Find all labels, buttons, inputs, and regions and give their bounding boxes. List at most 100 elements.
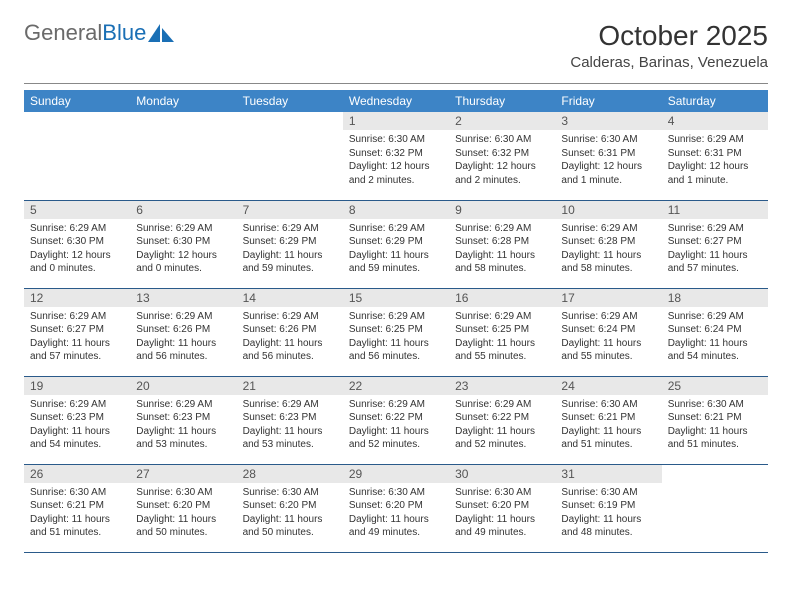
calendar-week-row: 1Sunrise: 6:30 AMSunset: 6:32 PMDaylight… bbox=[24, 112, 768, 200]
calendar-table: SundayMondayTuesdayWednesdayThursdayFrid… bbox=[24, 90, 768, 553]
calendar-week-row: 12Sunrise: 6:29 AMSunset: 6:27 PMDayligh… bbox=[24, 288, 768, 376]
sunrise-line: Sunrise: 6:29 AM bbox=[455, 310, 549, 324]
calendar-day-cell: 30Sunrise: 6:30 AMSunset: 6:20 PMDayligh… bbox=[449, 464, 555, 552]
weekday-header: Monday bbox=[130, 90, 236, 112]
day-info: Sunrise: 6:30 AMSunset: 6:20 PMDaylight:… bbox=[130, 483, 236, 546]
logo: GeneralBlue bbox=[24, 20, 174, 46]
calendar-day-cell: 18Sunrise: 6:29 AMSunset: 6:24 PMDayligh… bbox=[662, 288, 768, 376]
sunset-line: Sunset: 6:29 PM bbox=[349, 235, 443, 249]
logo-text-gray: General bbox=[24, 20, 102, 45]
daylight-line: Daylight: 11 hours and 49 minutes. bbox=[455, 513, 549, 540]
calendar-day-cell: 26Sunrise: 6:30 AMSunset: 6:21 PMDayligh… bbox=[24, 464, 130, 552]
sunset-line: Sunset: 6:21 PM bbox=[668, 411, 762, 425]
day-number: 31 bbox=[555, 465, 661, 483]
weekday-header: Saturday bbox=[662, 90, 768, 112]
day-info: Sunrise: 6:30 AMSunset: 6:32 PMDaylight:… bbox=[449, 130, 555, 193]
calendar-day-cell: 5Sunrise: 6:29 AMSunset: 6:30 PMDaylight… bbox=[24, 200, 130, 288]
sunrise-line: Sunrise: 6:30 AM bbox=[136, 486, 230, 500]
day-info: Sunrise: 6:30 AMSunset: 6:21 PMDaylight:… bbox=[24, 483, 130, 546]
daylight-line: Daylight: 11 hours and 57 minutes. bbox=[30, 337, 124, 364]
calendar-day-cell: 2Sunrise: 6:30 AMSunset: 6:32 PMDaylight… bbox=[449, 112, 555, 200]
day-number: 1 bbox=[343, 112, 449, 130]
sunset-line: Sunset: 6:21 PM bbox=[30, 499, 124, 513]
sunset-line: Sunset: 6:20 PM bbox=[243, 499, 337, 513]
weekday-header: Wednesday bbox=[343, 90, 449, 112]
calendar-day-cell: 17Sunrise: 6:29 AMSunset: 6:24 PMDayligh… bbox=[555, 288, 661, 376]
calendar-day-cell: 16Sunrise: 6:29 AMSunset: 6:25 PMDayligh… bbox=[449, 288, 555, 376]
day-number: 7 bbox=[237, 201, 343, 219]
daylight-line: Daylight: 11 hours and 54 minutes. bbox=[30, 425, 124, 452]
sunset-line: Sunset: 6:24 PM bbox=[668, 323, 762, 337]
calendar-day-cell: 29Sunrise: 6:30 AMSunset: 6:20 PMDayligh… bbox=[343, 464, 449, 552]
day-info: Sunrise: 6:29 AMSunset: 6:25 PMDaylight:… bbox=[343, 307, 449, 370]
calendar-day-cell: 27Sunrise: 6:30 AMSunset: 6:20 PMDayligh… bbox=[130, 464, 236, 552]
sunrise-line: Sunrise: 6:30 AM bbox=[349, 486, 443, 500]
sunrise-line: Sunrise: 6:29 AM bbox=[136, 222, 230, 236]
daylight-line: Daylight: 11 hours and 55 minutes. bbox=[455, 337, 549, 364]
day-info: Sunrise: 6:30 AMSunset: 6:20 PMDaylight:… bbox=[343, 483, 449, 546]
day-info: Sunrise: 6:29 AMSunset: 6:24 PMDaylight:… bbox=[555, 307, 661, 370]
day-number: 22 bbox=[343, 377, 449, 395]
sunset-line: Sunset: 6:27 PM bbox=[668, 235, 762, 249]
sunrise-line: Sunrise: 6:30 AM bbox=[561, 398, 655, 412]
day-info: Sunrise: 6:29 AMSunset: 6:28 PMDaylight:… bbox=[449, 219, 555, 282]
day-number: 15 bbox=[343, 289, 449, 307]
sunrise-line: Sunrise: 6:29 AM bbox=[668, 310, 762, 324]
calendar-week-row: 5Sunrise: 6:29 AMSunset: 6:30 PMDaylight… bbox=[24, 200, 768, 288]
day-info: Sunrise: 6:30 AMSunset: 6:32 PMDaylight:… bbox=[343, 130, 449, 193]
day-number: 14 bbox=[237, 289, 343, 307]
day-number: 3 bbox=[555, 112, 661, 130]
sunrise-line: Sunrise: 6:29 AM bbox=[455, 222, 549, 236]
calendar-week-row: 19Sunrise: 6:29 AMSunset: 6:23 PMDayligh… bbox=[24, 376, 768, 464]
day-number: 10 bbox=[555, 201, 661, 219]
daylight-line: Daylight: 12 hours and 1 minute. bbox=[668, 160, 762, 187]
calendar-day-cell: 21Sunrise: 6:29 AMSunset: 6:23 PMDayligh… bbox=[237, 376, 343, 464]
daylight-line: Daylight: 11 hours and 58 minutes. bbox=[455, 249, 549, 276]
sunrise-line: Sunrise: 6:29 AM bbox=[30, 222, 124, 236]
daylight-line: Daylight: 11 hours and 50 minutes. bbox=[136, 513, 230, 540]
daylight-line: Daylight: 11 hours and 55 minutes. bbox=[561, 337, 655, 364]
sunset-line: Sunset: 6:20 PM bbox=[455, 499, 549, 513]
daylight-line: Daylight: 11 hours and 50 minutes. bbox=[243, 513, 337, 540]
calendar-day-cell: 15Sunrise: 6:29 AMSunset: 6:25 PMDayligh… bbox=[343, 288, 449, 376]
sunrise-line: Sunrise: 6:29 AM bbox=[243, 398, 337, 412]
calendar-day-cell bbox=[130, 112, 236, 200]
sunrise-line: Sunrise: 6:29 AM bbox=[243, 222, 337, 236]
daylight-line: Daylight: 12 hours and 0 minutes. bbox=[30, 249, 124, 276]
daylight-line: Daylight: 12 hours and 2 minutes. bbox=[349, 160, 443, 187]
sunset-line: Sunset: 6:30 PM bbox=[136, 235, 230, 249]
sunset-line: Sunset: 6:25 PM bbox=[455, 323, 549, 337]
daylight-line: Daylight: 12 hours and 0 minutes. bbox=[136, 249, 230, 276]
sunset-line: Sunset: 6:23 PM bbox=[30, 411, 124, 425]
day-number: 4 bbox=[662, 112, 768, 130]
day-number: 25 bbox=[662, 377, 768, 395]
calendar-day-cell: 19Sunrise: 6:29 AMSunset: 6:23 PMDayligh… bbox=[24, 376, 130, 464]
sunset-line: Sunset: 6:23 PM bbox=[243, 411, 337, 425]
day-info: Sunrise: 6:30 AMSunset: 6:31 PMDaylight:… bbox=[555, 130, 661, 193]
day-info: Sunrise: 6:29 AMSunset: 6:27 PMDaylight:… bbox=[662, 219, 768, 282]
weekday-header: Thursday bbox=[449, 90, 555, 112]
weekday-header: Friday bbox=[555, 90, 661, 112]
sunset-line: Sunset: 6:31 PM bbox=[668, 147, 762, 161]
sunset-line: Sunset: 6:21 PM bbox=[561, 411, 655, 425]
day-info: Sunrise: 6:29 AMSunset: 6:23 PMDaylight:… bbox=[24, 395, 130, 458]
logo-text-blue: Blue bbox=[102, 20, 146, 45]
day-number: 17 bbox=[555, 289, 661, 307]
daylight-line: Daylight: 11 hours and 52 minutes. bbox=[455, 425, 549, 452]
title-block: October 2025 Calderas, Barinas, Venezuel… bbox=[570, 20, 768, 71]
daylight-line: Daylight: 11 hours and 53 minutes. bbox=[136, 425, 230, 452]
calendar-day-cell: 11Sunrise: 6:29 AMSunset: 6:27 PMDayligh… bbox=[662, 200, 768, 288]
sunset-line: Sunset: 6:30 PM bbox=[30, 235, 124, 249]
sunrise-line: Sunrise: 6:29 AM bbox=[561, 222, 655, 236]
day-info: Sunrise: 6:29 AMSunset: 6:26 PMDaylight:… bbox=[130, 307, 236, 370]
calendar-day-cell: 9Sunrise: 6:29 AMSunset: 6:28 PMDaylight… bbox=[449, 200, 555, 288]
daylight-line: Daylight: 11 hours and 51 minutes. bbox=[30, 513, 124, 540]
day-info: Sunrise: 6:29 AMSunset: 6:26 PMDaylight:… bbox=[237, 307, 343, 370]
daylight-line: Daylight: 11 hours and 56 minutes. bbox=[349, 337, 443, 364]
sunset-line: Sunset: 6:20 PM bbox=[349, 499, 443, 513]
daylight-line: Daylight: 11 hours and 57 minutes. bbox=[668, 249, 762, 276]
calendar-day-cell: 23Sunrise: 6:29 AMSunset: 6:22 PMDayligh… bbox=[449, 376, 555, 464]
day-number: 9 bbox=[449, 201, 555, 219]
calendar-day-cell: 10Sunrise: 6:29 AMSunset: 6:28 PMDayligh… bbox=[555, 200, 661, 288]
day-number: 20 bbox=[130, 377, 236, 395]
